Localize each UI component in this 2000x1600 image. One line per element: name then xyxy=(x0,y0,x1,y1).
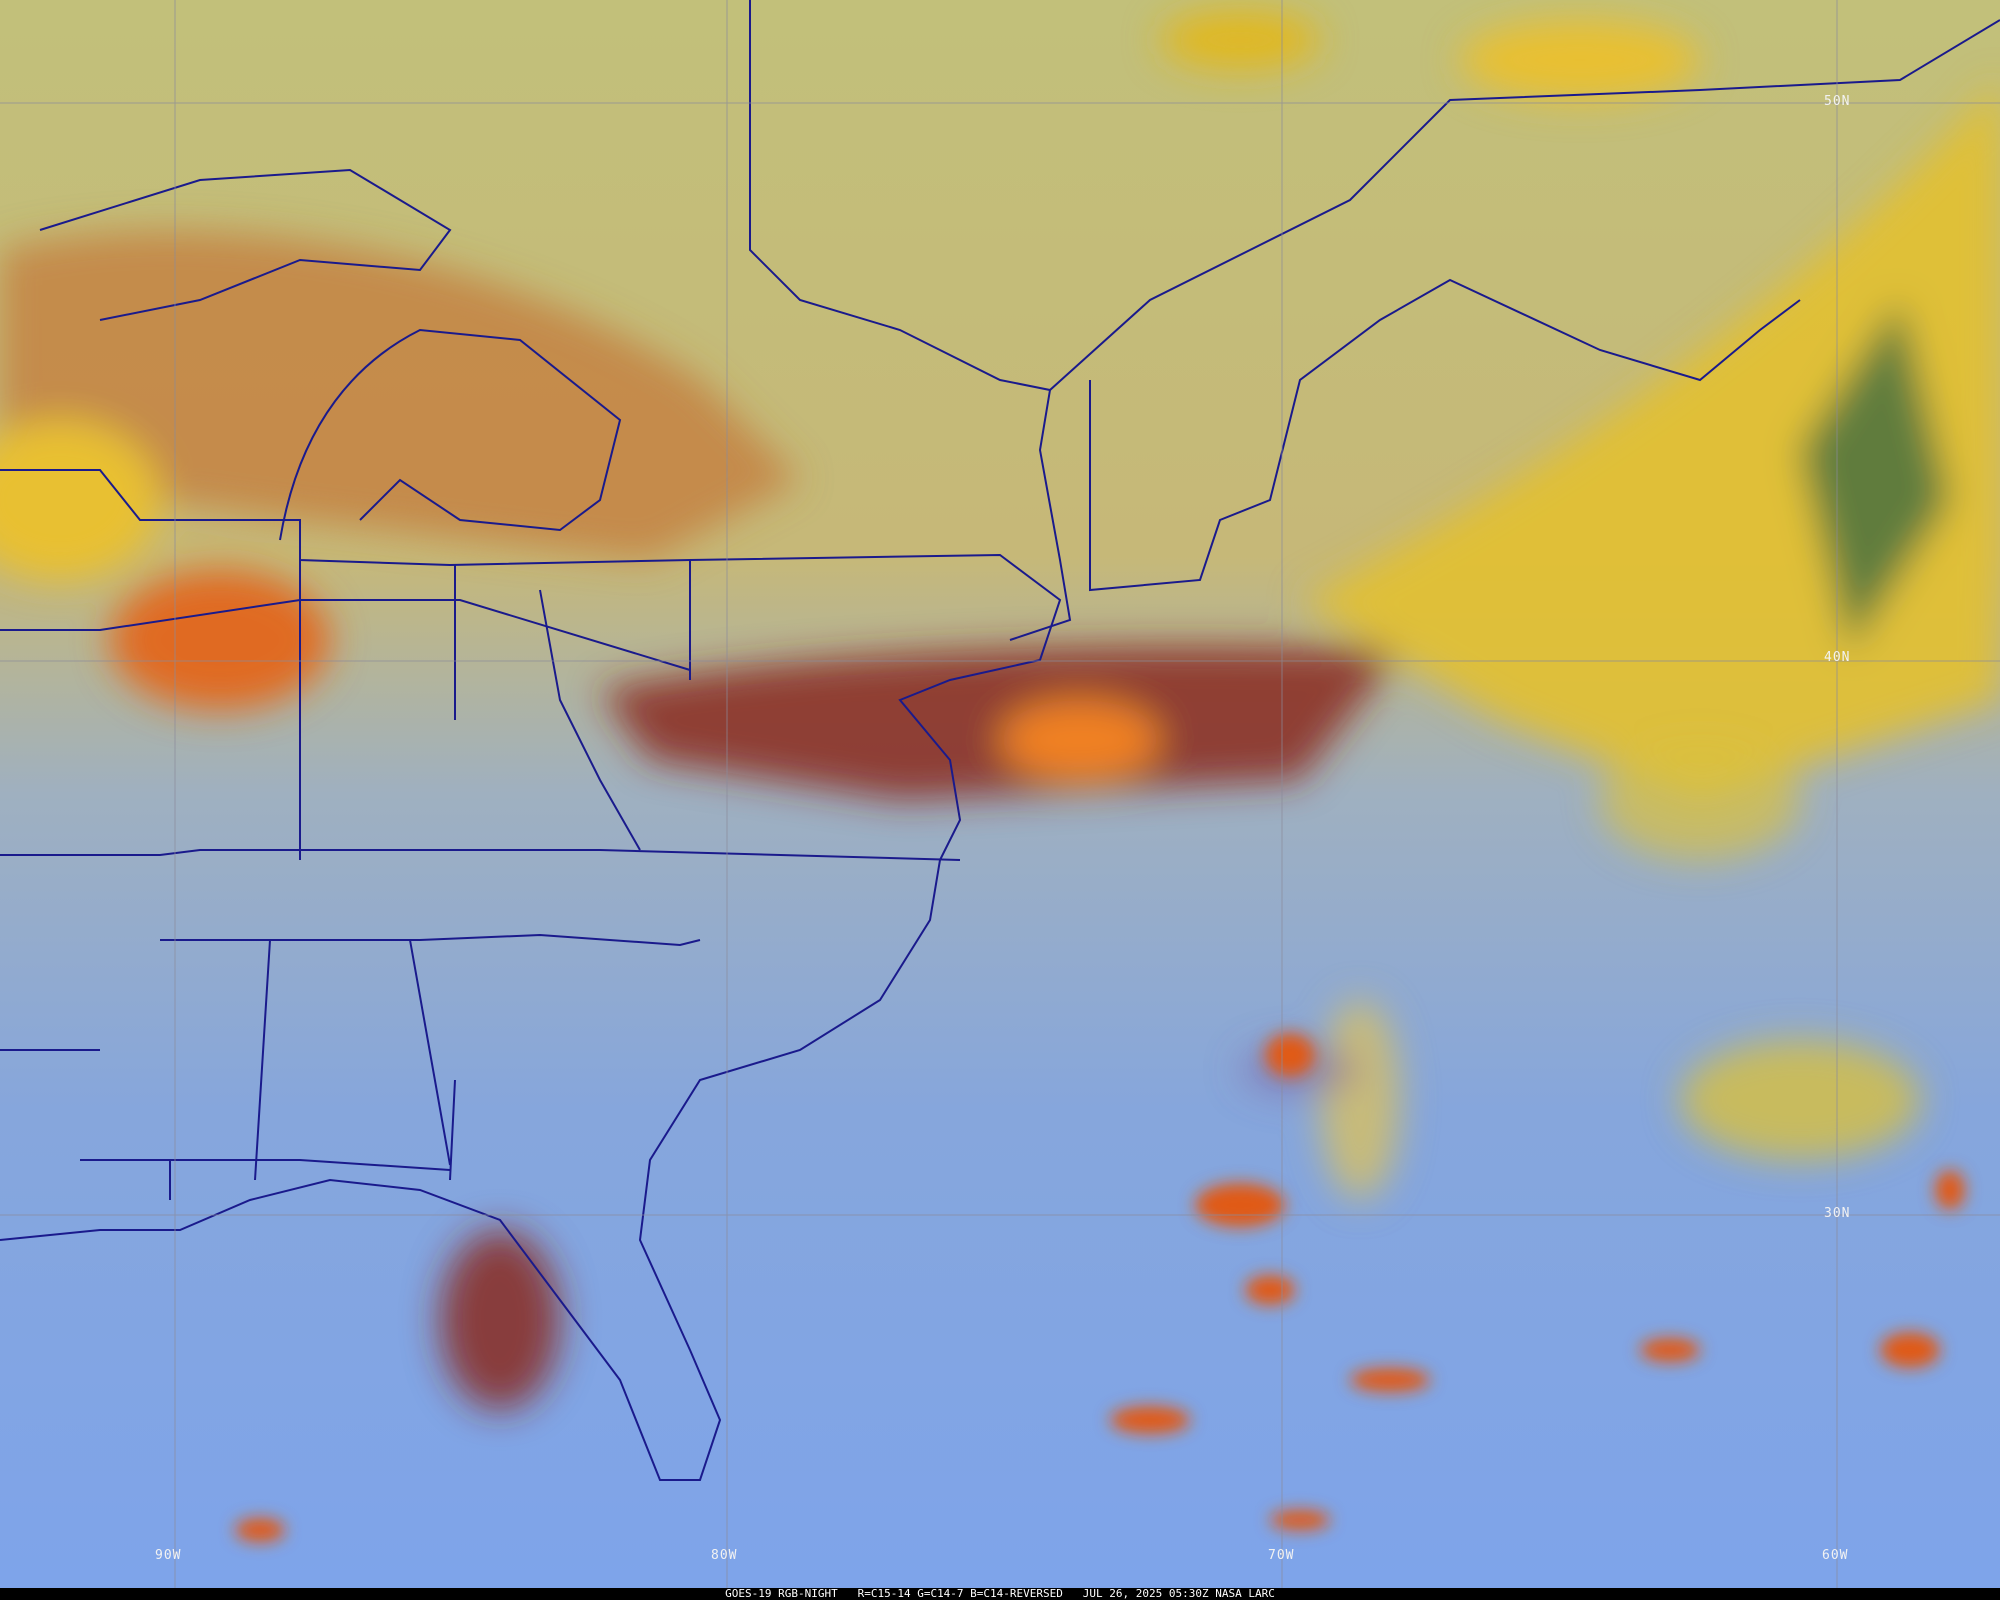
caption-datetime: JUL 26, 2025 05:30Z xyxy=(1082,1587,1209,1600)
lon-label-90w: 90W xyxy=(155,1548,182,1563)
lat-label-30n: 30N xyxy=(1824,1206,1851,1221)
lat-label-40n: 40N xyxy=(1824,650,1851,665)
lon-label-60w: 60W xyxy=(1822,1548,1849,1563)
lon-label-70w: 70W xyxy=(1268,1548,1295,1563)
lon-label-80w: 80W xyxy=(711,1548,738,1563)
lat-label-50n: 50N xyxy=(1824,94,1851,109)
image-caption-bar: GOES-19 RGB-NIGHT R=C15-14 G=C14-7 B=C14… xyxy=(0,1588,2000,1600)
caption-product: GOES-19 RGB-NIGHT xyxy=(725,1587,838,1600)
caption-recipe: R=C15-14 G=C14-7 B=C14-REVERSED xyxy=(857,1587,1063,1600)
caption-source: NASA LARC xyxy=(1215,1587,1275,1600)
